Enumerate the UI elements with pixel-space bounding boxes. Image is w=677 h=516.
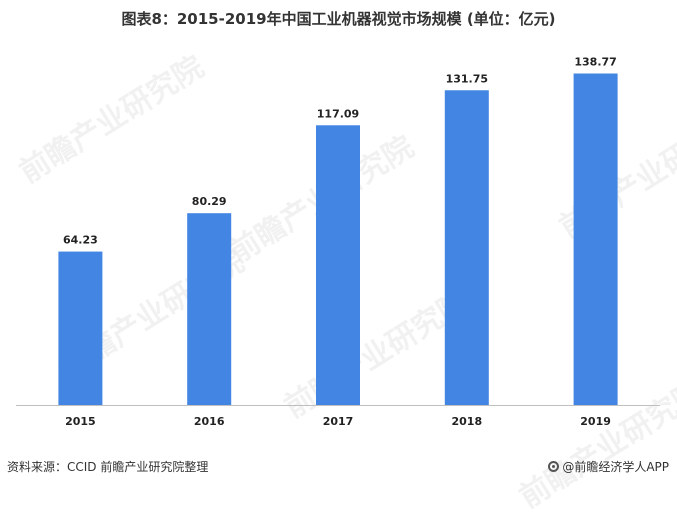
data-label: 117.09 (317, 107, 359, 120)
data-label: 131.75 (446, 72, 488, 85)
bar (573, 73, 618, 405)
brand-label: @前瞻经济学人APP (562, 460, 669, 474)
x-tick-label: 2015 (65, 415, 96, 428)
bar-chart: 64.23 2015 80.29 2016 117.09 2017 131.75 2018 13… (16, 56, 660, 428)
bar (316, 125, 360, 405)
x-tick-label: 2018 (451, 415, 482, 428)
data-label: 80.29 (192, 195, 227, 208)
data-label: 138.77 (574, 56, 616, 69)
source-note: 资料来源：CCID 前瞻产业研究院整理 (7, 460, 209, 474)
bar (58, 251, 103, 405)
x-tick-label: 2019 (580, 415, 611, 428)
bar (187, 213, 232, 405)
bar (444, 90, 489, 406)
x-tick-label: 2017 (323, 415, 354, 428)
chart-title: 图表8：2015-2019年中国工业机器视觉市场规模 (单位：亿元) (121, 10, 556, 28)
brand-logo-icon (548, 461, 560, 472)
x-tick-label: 2016 (194, 415, 225, 428)
brand-credit: @前瞻经济学人APP (548, 458, 669, 475)
data-label: 64.23 (63, 234, 98, 247)
